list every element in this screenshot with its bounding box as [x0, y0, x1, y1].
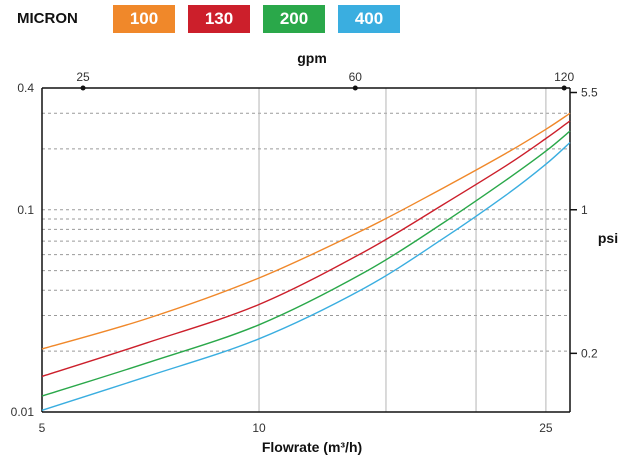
y-tick-label: 0.1	[17, 203, 34, 217]
psi-tick-label: 0.2	[581, 346, 598, 360]
series-line-130	[41, 120, 571, 378]
gpm-axis-title: gpm	[297, 50, 327, 66]
x-tick-label: 10	[252, 421, 266, 435]
x-tick-label: 5	[39, 421, 46, 435]
gpm-tick-mark	[80, 85, 86, 91]
psi-tick-label: 1	[581, 203, 588, 217]
series-line-400	[41, 141, 571, 411]
legend-item-130: 130	[188, 5, 250, 33]
legend-item-200: 200	[263, 5, 325, 33]
gpm-tick-mark	[352, 85, 358, 91]
gpm-tick-label: 120	[554, 70, 574, 84]
psi-tick-label: 5.5	[581, 86, 598, 100]
legend-item-100: 100	[113, 5, 175, 33]
legend-title: MICRON	[17, 10, 78, 27]
x-tick-label: 25	[539, 421, 553, 435]
psi-axis-title: psi	[598, 230, 618, 246]
y-tick-label: 0.01	[11, 405, 35, 419]
legend-item-400: 400	[338, 5, 400, 33]
gpm-tick-mark	[561, 85, 567, 91]
legend: MICRON 100 130 200 400	[0, 0, 636, 40]
gpm-tick-label: 25	[76, 70, 90, 84]
series-line-200	[41, 130, 571, 397]
x-axis-title: Flowrate (m³/h)	[262, 439, 362, 455]
y-tick-label: 0.4	[17, 81, 34, 95]
series-line-100	[41, 112, 571, 350]
gpm-tick-label: 60	[349, 70, 363, 84]
